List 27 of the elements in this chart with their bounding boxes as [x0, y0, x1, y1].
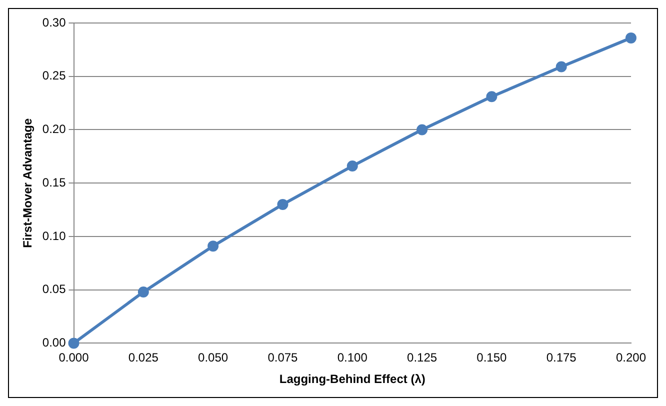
x-tick-label: 0.150 [476, 350, 508, 365]
x-tick-label: 0.200 [616, 350, 646, 365]
x-tick-label: 0.100 [337, 350, 368, 365]
y-tick-label: 0.30 [42, 15, 66, 30]
x-axis-title: Lagging-Behind Effect (λ) [279, 372, 426, 386]
y-tick-label: 0.05 [42, 282, 66, 296]
point [138, 286, 149, 298]
point [208, 240, 219, 252]
x-tick-label: 0.000 [58, 350, 90, 365]
x-tick-label: 0.075 [268, 350, 298, 365]
y-tick-label: 0.00 [42, 336, 66, 350]
x-tick-label: 0.050 [198, 350, 228, 365]
y-tick-label: 0.25 [42, 68, 66, 83]
x-tick-label: 0.125 [407, 350, 438, 365]
point [556, 61, 567, 72]
y-axis-title: First-Mover Advantage [20, 118, 35, 248]
point [486, 91, 498, 102]
point [277, 198, 288, 210]
point [346, 160, 358, 172]
x-tick-label: 0.175 [546, 350, 577, 365]
point [68, 338, 80, 349]
point [626, 32, 636, 44]
y-tick-label: 0.15 [42, 175, 66, 190]
y-tick-label: 0.10 [42, 228, 66, 243]
x-tick-label: 0.025 [128, 350, 159, 365]
y-tick-label: 0.20 [42, 122, 66, 136]
point [416, 124, 428, 136]
